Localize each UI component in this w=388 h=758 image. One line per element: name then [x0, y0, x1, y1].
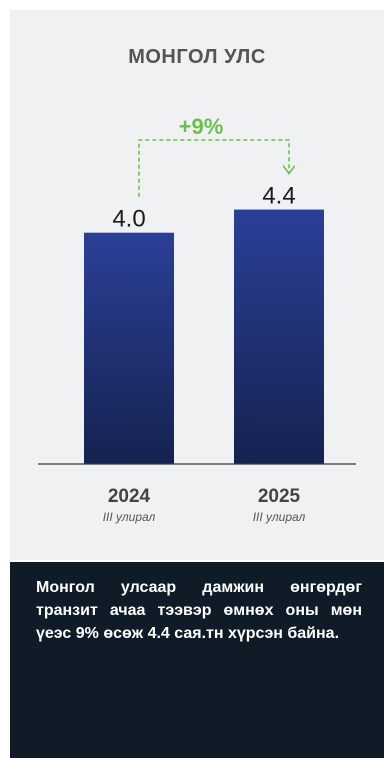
- caption-text: Монгол улсаар дамжин өнгөрдөг транзит ач…: [36, 579, 362, 642]
- category-label-2024: 2024: [108, 486, 151, 507]
- category-label-2025: 2025: [258, 486, 301, 507]
- category-sublabel-2024: III улирал: [103, 510, 156, 524]
- chart-title: МОНГОЛ УЛС: [128, 46, 266, 68]
- value-label-2025: 4.4: [262, 183, 295, 210]
- caption-panel: Монгол улсаар дамжин өнгөрдөг транзит ач…: [10, 562, 384, 758]
- value-label-2024: 4.0: [112, 206, 145, 233]
- bar-2024: [84, 232, 174, 464]
- growth-label: +9%: [179, 114, 224, 139]
- growth-annotation: +9%: [138, 114, 289, 197]
- growth-arrow: [138, 139, 289, 197]
- bar-2025: [234, 209, 324, 464]
- category-sublabel-2025: III улирал: [253, 510, 306, 524]
- chart-panel: МОНГОЛ УЛС +9% 4.0 2024 III улирал 4.4 2025 I…: [10, 10, 384, 560]
- bar-chart: +9% 4.0 2024 III улирал 4.4 2025 III улирал: [38, 114, 356, 524]
